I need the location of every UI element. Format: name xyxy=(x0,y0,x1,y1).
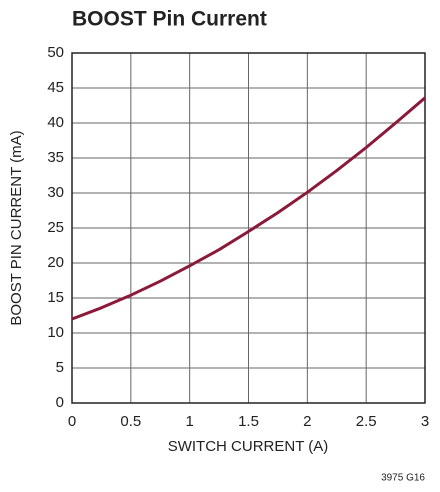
data-line xyxy=(71,96,426,321)
y-tick-label: 15 xyxy=(47,289,64,306)
plot-frame xyxy=(71,52,426,404)
y-tick-label: 25 xyxy=(47,219,64,236)
y-tick-label: 0 xyxy=(56,394,64,411)
y-tick-label: 10 xyxy=(47,324,64,341)
x-tick-label: 1.5 xyxy=(238,413,259,430)
y-tick-label: 50 xyxy=(47,44,64,61)
x-tick-label: 1 xyxy=(185,413,193,430)
y-tick-label: 30 xyxy=(47,184,64,201)
y-tick-label: 45 xyxy=(47,79,64,96)
x-tick-label: 0.5 xyxy=(120,413,141,430)
y-tick-label: 20 xyxy=(47,254,64,271)
x-axis-label: SWITCH CURRENT (A) xyxy=(168,438,329,455)
x-tick-label: 2.5 xyxy=(356,413,377,430)
x-tick-label: 2 xyxy=(303,413,311,430)
y-tick-label: 40 xyxy=(47,114,64,131)
y-tick-label: 5 xyxy=(56,359,64,376)
y-tick-label: 35 xyxy=(47,149,64,166)
x-tick-label: 0 xyxy=(68,413,76,430)
y-axis-label: BOOST PIN CURRENT (mA) xyxy=(8,130,25,325)
figure-note: 3975 G16 xyxy=(381,473,425,484)
x-tick-label: 3 xyxy=(421,413,429,430)
chart-title: BOOST Pin Current xyxy=(72,8,267,31)
